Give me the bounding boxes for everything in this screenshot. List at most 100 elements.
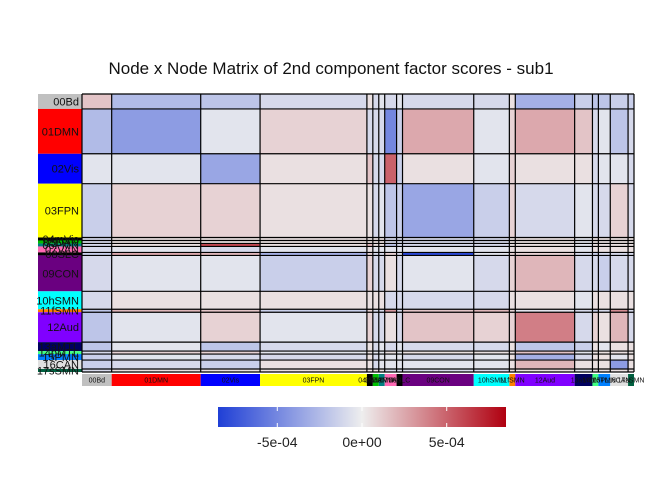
cell-00Bd-12Aud: [515, 94, 575, 109]
col-band-10hSMN: [473, 374, 510, 386]
cell-05DAN-11fSMN: [509, 240, 516, 244]
cell-01DMN-13aMTL: [574, 108, 593, 154]
row-label-06PMN: 06PMN: [42, 240, 79, 252]
cell-05DAN-10hSMN: [473, 240, 510, 244]
cell-01DMN-12Aud: [515, 108, 575, 154]
cell-17sSMN-10hSMN: [473, 369, 510, 372]
colorbar-gradient: [218, 407, 506, 427]
cell-09CON-15PMN: [598, 255, 611, 292]
cell-12Aud-09CON: [402, 312, 474, 343]
col-band-08SLC: [396, 374, 403, 386]
cell-16CAN-03FPN: [260, 360, 367, 370]
cell-17sSMN-02Vis: [200, 369, 261, 372]
row-band-16CAN: [38, 360, 82, 370]
cell-13aMTL-17sSMN: [628, 342, 634, 352]
col-band-11fSMN: [509, 374, 516, 386]
cell-04mVis-15PMN: [598, 237, 611, 241]
cell-04mVis-08SLC: [396, 237, 403, 241]
cell-15PMN-17sSMN: [628, 354, 634, 361]
cell-17sSMN-04mVis: [366, 369, 373, 372]
cell-00Bd-15PMN: [598, 94, 611, 109]
cell-01DMN-17sSMN: [628, 108, 634, 154]
cell-13aMTL-01DMN: [111, 342, 201, 352]
cell-01DMN-04mVis: [366, 108, 373, 154]
cell-09CON-09CON: [402, 255, 474, 292]
cell-09CON-17sSMN: [628, 255, 634, 292]
cell-17sSMN-17sSMN: [628, 369, 634, 372]
cell-11fSMN-01DMN: [111, 309, 201, 313]
cell-05DAN-08SLC: [396, 240, 403, 244]
row-label-12Aud: 12Aud: [47, 322, 79, 334]
col-band-03FPN: [260, 374, 367, 386]
cell-11fSMN-10hSMN: [473, 309, 510, 313]
cell-16CAN-13aMTL: [574, 360, 593, 370]
cell-00Bd-07VAN: [384, 94, 397, 109]
cell-15PMN-12Aud: [515, 354, 575, 361]
cell-07VAN-06PMN: [378, 246, 385, 253]
cell-03FPN-16CAN: [610, 183, 629, 238]
cell-11fSMN-16CAN: [610, 309, 629, 313]
cell-02Vis-02Vis: [200, 153, 261, 184]
col-label-08SLC: 08SLC: [389, 378, 410, 385]
cell-15PMN-02Vis: [200, 354, 261, 361]
cell-05DAN-01DMN: [111, 240, 201, 244]
cell-15PMN-09CON: [402, 354, 474, 361]
cell-14pMTL-05DAN: [372, 351, 379, 355]
cell-05DAN-06PMN: [378, 240, 385, 244]
cell-00Bd-11fSMN: [509, 94, 516, 109]
cell-14pMTL-08SLC: [396, 351, 403, 355]
cell-00Bd-03FPN: [260, 94, 367, 109]
cell-10hSMN-17sSMN: [628, 291, 634, 310]
cell-03FPN-05DAN: [372, 183, 379, 238]
cell-06PMN-07VAN: [384, 243, 397, 247]
cell-11fSMN-09CON: [402, 309, 474, 313]
cell-09CON-16CAN: [610, 255, 629, 292]
cell-03FPN-03FPN: [260, 183, 367, 238]
cell-13aMTL-06PMN: [378, 342, 385, 352]
col-label-07VAN: 07VAN: [380, 378, 402, 385]
cell-12Aud-17sSMN: [628, 312, 634, 343]
cell-09CON-00Bd: [82, 255, 112, 292]
cell-08SLC-12Aud: [515, 252, 575, 256]
cell-07VAN-14pMTL: [592, 246, 599, 253]
chart-title: Node x Node Matrix of 2nd component fact…: [108, 59, 553, 78]
col-label-00Bd: 00Bd: [89, 378, 105, 385]
cell-16CAN-14pMTL: [592, 360, 599, 370]
cell-15PMN-16CAN: [610, 354, 629, 361]
cell-10hSMN-08SLC: [396, 291, 403, 310]
cell-06PMN-13aMTL: [574, 243, 593, 247]
cell-04mVis-00Bd: [82, 237, 112, 241]
cell-05DAN-07VAN: [384, 240, 397, 244]
cell-02Vis-11fSMN: [509, 153, 516, 184]
cell-03FPN-01DMN: [111, 183, 201, 238]
cell-16CAN-15PMN: [598, 360, 611, 370]
cell-14pMTL-13aMTL: [574, 351, 593, 355]
cell-07VAN-09CON: [402, 246, 474, 253]
cell-13aMTL-15PMN: [598, 342, 611, 352]
row-label-01DMN: 01DMN: [42, 126, 79, 138]
cell-11fSMN-05DAN: [372, 309, 379, 313]
cell-14pMTL-10hSMN: [473, 351, 510, 355]
cell-10hSMN-13aMTL: [574, 291, 593, 310]
cell-12Aud-05DAN: [372, 312, 379, 343]
cell-16CAN-05DAN: [372, 360, 379, 370]
cell-13aMTL-10hSMN: [473, 342, 510, 352]
cell-07VAN-04mVis: [366, 246, 373, 253]
cell-04mVis-03FPN: [260, 237, 367, 241]
col-label-03FPN: 03FPN: [303, 378, 325, 385]
row-band-03FPN: [38, 183, 82, 238]
cell-14pMTL-04mVis: [366, 351, 373, 355]
cell-04mVis-13aMTL: [574, 237, 593, 241]
colorbar-tick-label-0: -5e-04: [257, 434, 298, 450]
cell-17sSMN-08SLC: [396, 369, 403, 372]
cell-11fSMN-06PMN: [378, 309, 385, 313]
cell-08SLC-17sSMN: [628, 252, 634, 256]
row-label-10hSMN: 10hSMN: [36, 295, 79, 307]
cell-13aMTL-12Aud: [515, 342, 575, 352]
cell-07VAN-02Vis: [200, 246, 261, 253]
cell-02Vis-12Aud: [515, 153, 575, 184]
cell-17sSMN-14pMTL: [592, 369, 599, 372]
cell-06PMN-06PMN: [378, 243, 385, 247]
cell-16CAN-12Aud: [515, 360, 575, 370]
cell-01DMN-15PMN: [598, 108, 611, 154]
